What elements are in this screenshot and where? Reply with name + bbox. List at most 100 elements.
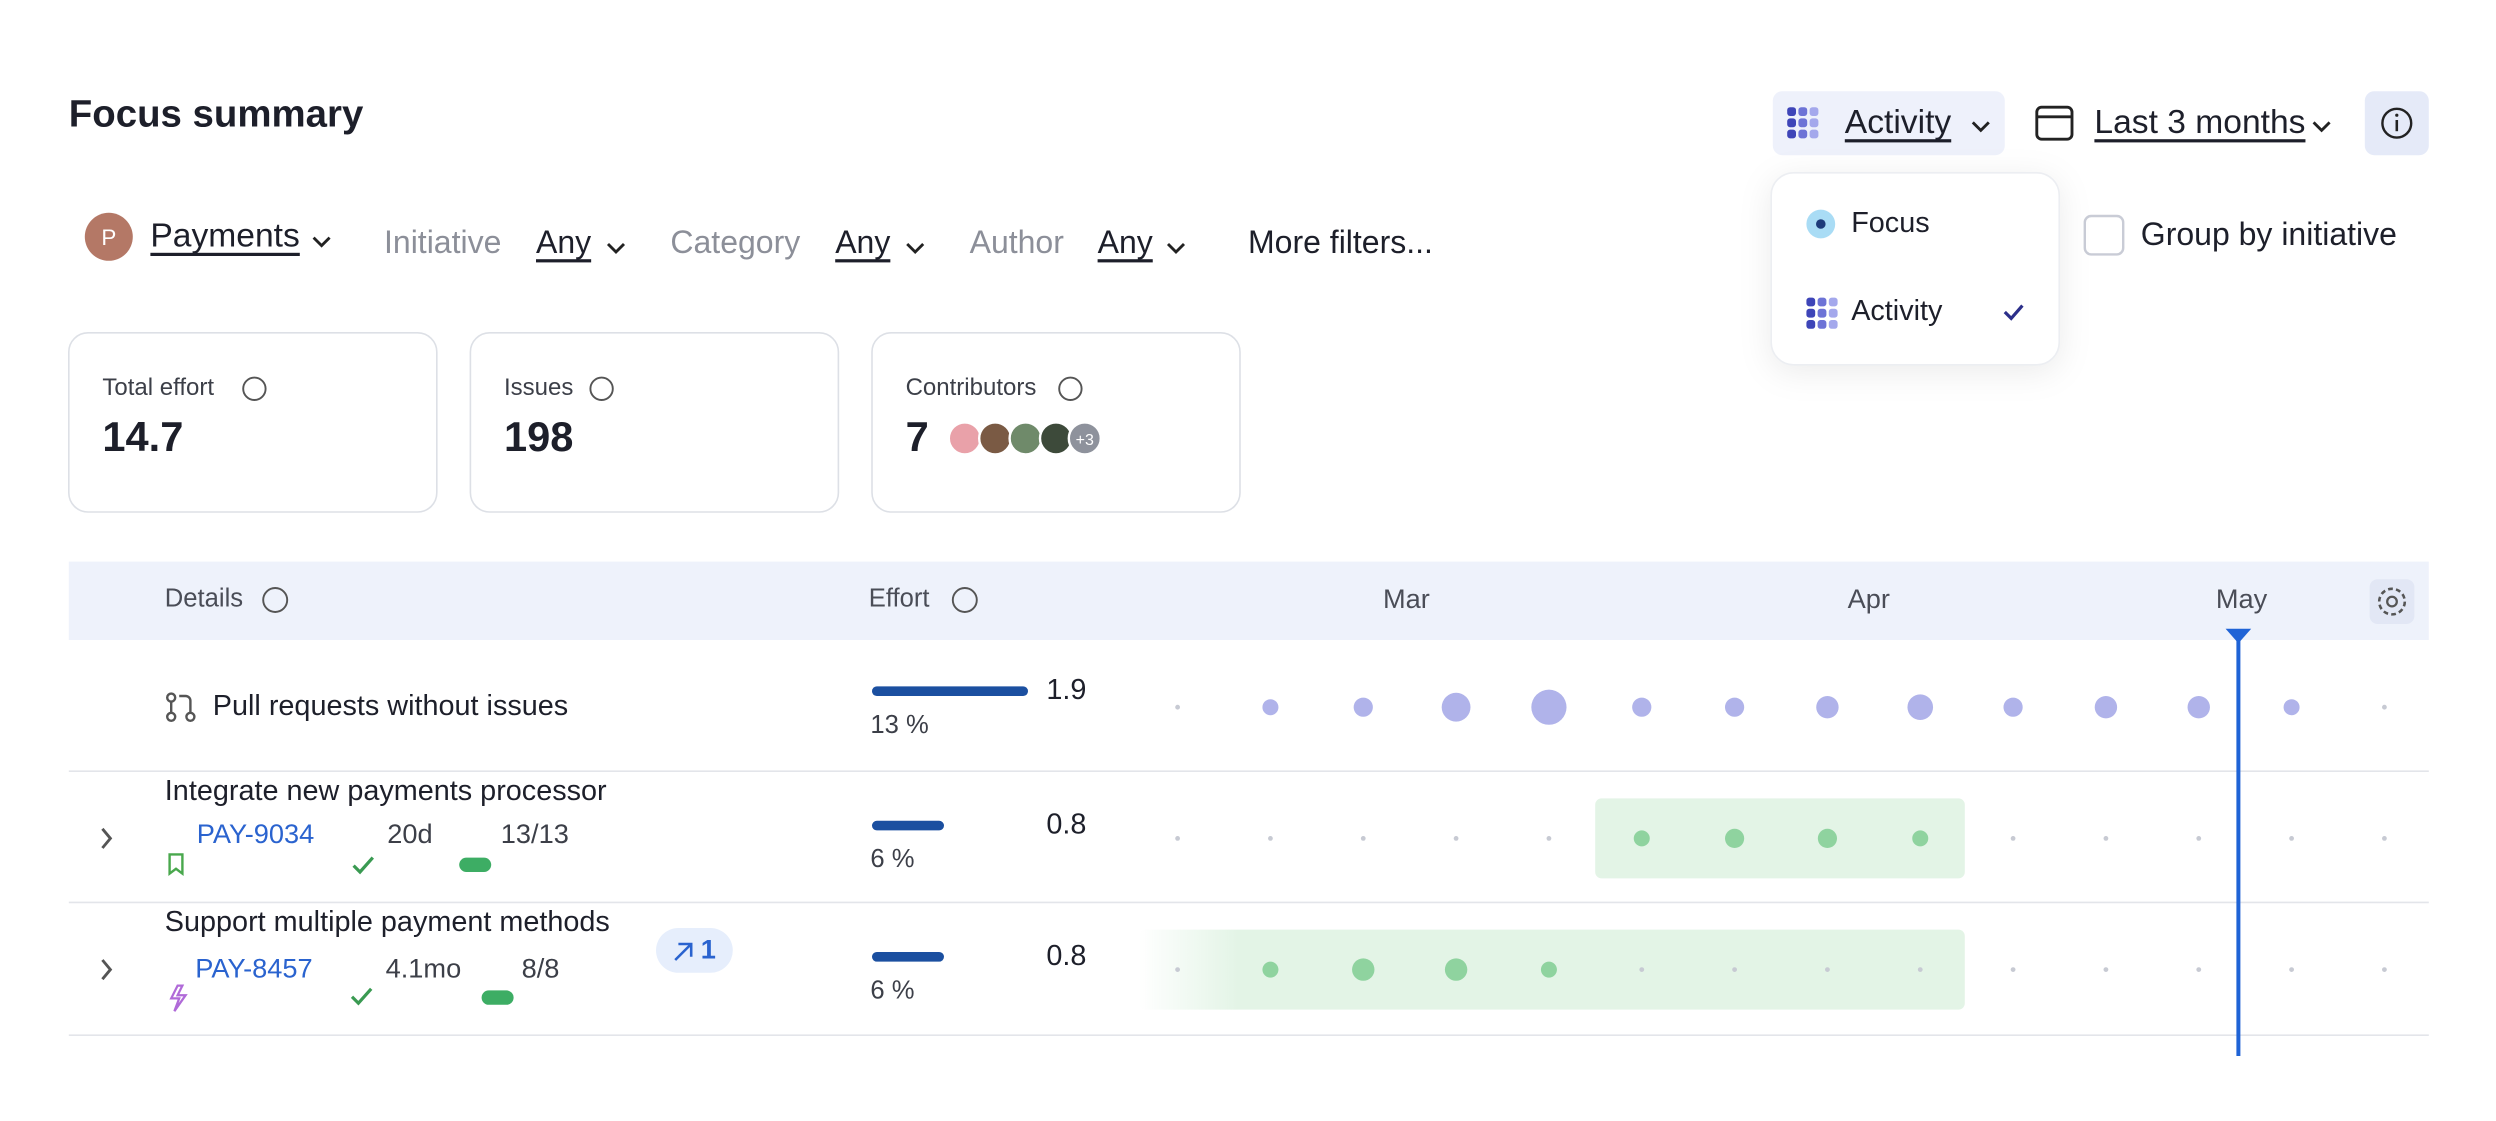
activity-icon: [1828, 320, 1838, 329]
month-label: Apr: [1847, 583, 1890, 615]
activity-dot: [1175, 836, 1180, 841]
activity-dot: [2382, 836, 2387, 841]
activity-dot: [1360, 836, 1366, 841]
activity-icon: [1828, 308, 1838, 318]
expand-chevron[interactable]: [101, 959, 113, 981]
chevron: [606, 242, 626, 255]
menu-item: Activity: [1851, 294, 1943, 327]
group-by-label: Group by initiative: [2140, 217, 2397, 253]
active-span: [1595, 798, 1965, 879]
view-button[interactable]: [1772, 91, 2005, 156]
activity-dot: [1268, 836, 1273, 841]
activity-dot: [1175, 704, 1180, 710]
progress-pill: [481, 990, 514, 1005]
info-icon: [589, 376, 614, 401]
activity-dot: [2010, 836, 2016, 841]
stat-card: [469, 332, 840, 513]
activity-dot: [1353, 697, 1373, 717]
badge-count: 1: [700, 934, 716, 965]
info-icon: [242, 376, 267, 401]
activity-dot: [2003, 697, 2023, 717]
activity-dot: [2010, 967, 2016, 972]
info-icon: [2395, 113, 2399, 117]
cycle-time: 20d: [387, 818, 433, 850]
filter-value[interactable]: Any: [1097, 225, 1153, 261]
calendar-icon: [2035, 105, 2074, 141]
expand-chevron[interactable]: [101, 827, 113, 849]
activity-icon: [1809, 118, 1819, 128]
activity-dot: [2103, 836, 2109, 841]
activity-dot: [1825, 967, 1830, 972]
focus-icon: [1816, 219, 1826, 229]
activity-dot: [1540, 961, 1557, 978]
info-icon: [262, 587, 289, 613]
chevron: [312, 236, 331, 248]
effort-value: 0.8: [1046, 939, 1087, 972]
effort-share: 13 %: [870, 712, 929, 740]
date-range[interactable]: Last 3 months: [2094, 104, 2306, 142]
stat-value: 7: [905, 413, 929, 462]
filter-label: Category: [670, 225, 801, 261]
stat-value: 14.7: [102, 413, 184, 462]
activity-icon: [1806, 308, 1816, 318]
activity-dot: [2289, 836, 2294, 841]
activity-icon: [1809, 129, 1819, 139]
contributor-avatar: [947, 421, 983, 456]
activity-dot: [1262, 961, 1279, 978]
gear-icon: [2386, 595, 2398, 608]
chevron: [906, 242, 925, 255]
chevron: [1971, 121, 1990, 133]
row-title: Support multiple payment methods: [164, 905, 610, 938]
activity-dot: [2187, 696, 2210, 719]
effort-share: 6 %: [870, 847, 915, 875]
issue-key: PAY-9034: [196, 818, 315, 850]
row-title: Integrate new payments processor: [164, 774, 607, 807]
contributor-avatar: [1008, 421, 1043, 456]
chevron: [2312, 121, 2331, 133]
settings-button[interactable]: [2369, 579, 2415, 624]
team-filter[interactable]: Payments: [150, 218, 300, 256]
effort-share: 6 %: [870, 978, 915, 1006]
activity-icon: [1798, 129, 1808, 139]
activity-icon: [1828, 297, 1838, 307]
activity-dot: [1444, 958, 1468, 981]
activity-dot: [1912, 830, 1929, 847]
activity-dot: [1453, 836, 1459, 841]
checkbox[interactable]: [2083, 214, 2125, 256]
activity-icon: [1806, 320, 1816, 329]
activity-dot: [2382, 967, 2387, 972]
filter-value[interactable]: Any: [835, 225, 891, 261]
activity-dot: [1352, 958, 1375, 981]
activity-dot: [1816, 696, 1839, 719]
issue-icon: [168, 853, 184, 877]
activity-icon: [1798, 107, 1808, 116]
activity-dot: [1639, 967, 1645, 972]
stat-value: 198: [504, 413, 574, 462]
activity-dot: [1175, 967, 1180, 972]
progress-pill: [459, 857, 492, 872]
view-selector[interactable]: Activity: [1844, 104, 1952, 142]
pr-icon: [166, 692, 196, 723]
activity-dot: [1633, 830, 1650, 847]
month-label: May: [2215, 583, 2268, 615]
filter-label: Initiative: [384, 225, 502, 261]
more-filters: More filters...: [1248, 225, 1433, 261]
activity-icon: [1787, 129, 1796, 139]
stat-label: Total effort: [102, 374, 215, 402]
activity-icon: [1806, 297, 1816, 307]
stat-label: Contributors: [905, 374, 1037, 402]
month-label: Mar: [1382, 583, 1430, 615]
column-header: Effort: [868, 586, 930, 614]
row-title: Pull requests without issues: [212, 689, 569, 722]
contributor-avatar: [1038, 421, 1074, 456]
activity-icon: [1809, 107, 1819, 116]
filter-value[interactable]: Any: [536, 225, 592, 261]
contributor-avatar: [978, 421, 1013, 456]
effort-value: 0.8: [1046, 808, 1087, 841]
activity-dot: [1907, 694, 1934, 720]
progress-count: 8/8: [521, 953, 560, 984]
menu-item: Focus: [1851, 206, 1930, 239]
